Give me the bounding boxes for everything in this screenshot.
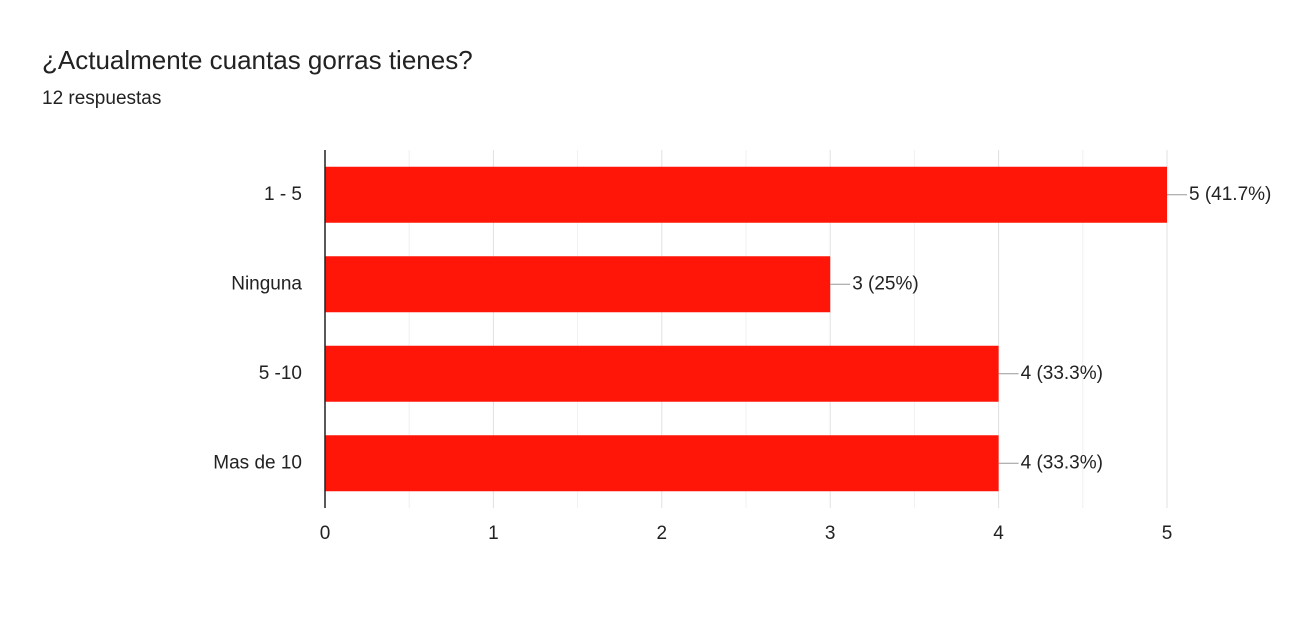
bar [325,435,999,492]
x-tick-label: 5 [1162,523,1173,544]
x-tick-label: 4 [993,523,1004,544]
chart-subtitle: 12 respuestas [42,88,161,109]
value-label: 3 (25%) [852,273,919,294]
x-tick-label: 2 [657,523,668,544]
y-tick-label: Ninguna [231,273,302,294]
chart-title: ¿Actualmente cuantas gorras tienes? [42,45,473,75]
y-tick-label: 5 -10 [259,363,302,384]
value-label: 4 (33.3%) [1021,363,1103,384]
x-tick-label: 1 [488,523,499,544]
bar [325,256,831,313]
y-tick-label: 1 - 5 [264,184,302,205]
value-label: 5 (41.7%) [1189,184,1271,205]
x-tick-label: 3 [825,523,836,544]
y-tick-label: Mas de 10 [213,452,302,473]
bar [325,166,1167,223]
bar [325,345,999,402]
value-label: 4 (33.3%) [1021,452,1103,473]
x-tick-label: 0 [320,523,331,544]
